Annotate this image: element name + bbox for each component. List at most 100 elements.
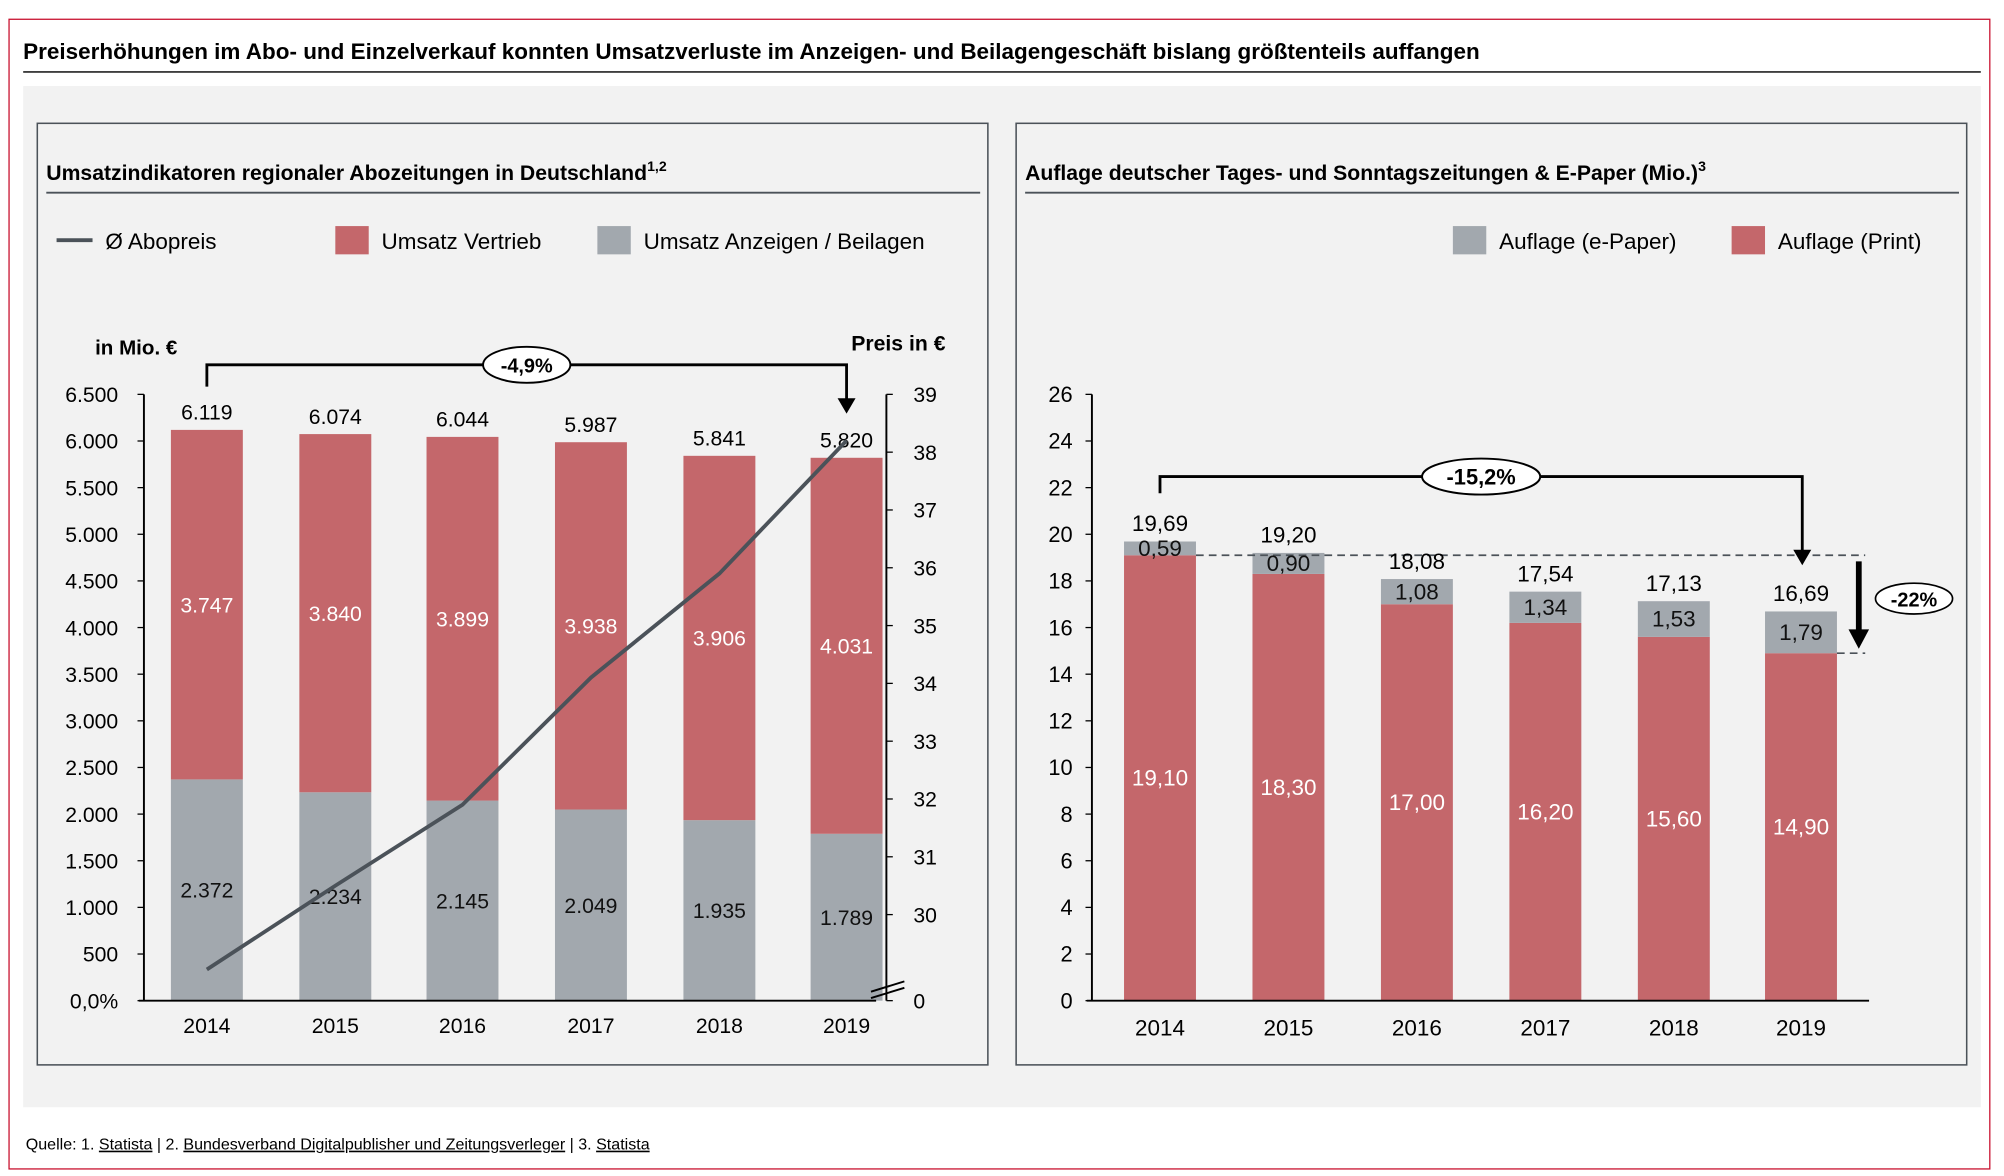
bar-epaper-2015 [1252,552,1325,574]
bar-print-2016 [1380,604,1453,1001]
bar-label-print: 17,00 [1389,790,1445,815]
bar-anzeigen-2019 [810,833,883,1001]
bar-total-label: 17,13 [1646,571,1702,596]
left-y-tick-label: 2.000 [65,804,118,827]
bar-vertrieb-2018 [683,455,756,821]
y-tick-label: 22 [1048,475,1072,500]
left-y-tick-label: 1.000 [65,897,118,920]
left-y-tick-label: 2.500 [65,757,118,780]
bar-label-anzeigen: 1.935 [693,900,746,923]
y-tick-label: 6 [1061,848,1073,873]
right-chart-marks: 02468101214161820222426201419,100,5919,6… [1048,382,1954,1040]
bar-label-vertrieb: 4.031 [820,635,873,658]
right-y-tick-label: 0 [913,990,925,1013]
x-tick-label: 2014 [1135,1015,1185,1040]
y-tick-label: 4 [1061,895,1073,920]
left-y-tick-label: 4.500 [65,571,118,594]
change-badge-label: -4,9% [501,356,553,378]
bar-epaper-2018 [1637,601,1710,637]
x-tick-label: 2017 [1520,1015,1570,1040]
bar-label-anzeigen: 2.372 [180,880,233,903]
right-y-tick-label: 37 [913,500,937,523]
left-y-tick-label: 1.500 [65,850,118,873]
bar-epaper-2014 [1124,541,1196,556]
bar-label-vertrieb: 3.899 [436,608,489,631]
right-chart-title: Auflage deutscher Tages- und Sonntagszei… [1025,158,1706,185]
x-tick-label: 2019 [823,1015,870,1038]
right-y-tick-label: 34 [913,673,937,696]
bar-label-anzeigen: 2.145 [436,890,489,913]
right-y-tick-label: 30 [913,904,937,927]
left-y-tick-label: 3.500 [65,664,118,687]
right-y-tick-label: 32 [913,789,937,812]
main-title: Preiserhöhungen im Abo- und Einzelverkau… [23,39,1480,64]
abopreis-line [205,439,848,972]
left-y-tick-label: 0,0% [70,990,118,1013]
left-y-tick-label: 5.000 [65,524,118,547]
x-tick-label: 2018 [696,1015,743,1038]
right-y-tick-label: 36 [913,557,937,580]
bar-anzeigen-2017 [554,809,627,1001]
y-tick-label: 26 [1048,382,1072,407]
bar-label-epaper: 1,53 [1652,607,1696,632]
source-link-statista-3[interactable]: Statista [596,1136,650,1154]
bar-epaper-2016 [1380,579,1453,605]
left-chart-marks: 0,0% 500 1.000 1.500 2.000 2.500 3.000 3.500 4.0… [65,345,937,1038]
bar-vertrieb-2019 [810,457,883,834]
y-tick-label: 12 [1048,709,1072,734]
bar-total-label: 17,54 [1517,561,1573,586]
bar-anzeigen-2016 [426,800,499,1001]
source-footer: Quelle: 1. Statista | 2. Bundesverband D… [26,1136,650,1154]
left-chart-title: Umsatzindikatoren regionaler Abozeitunge… [46,158,667,185]
legend-epaper-swatch [1452,226,1487,255]
bar-print-2017 [1509,622,1582,1001]
bar-vertrieb-2017 [554,442,627,810]
bar-print-2019 [1765,653,1837,1001]
left-y-tick-label: 500 [83,944,118,967]
legend-epaper: Auflage (e-Paper) [1499,229,1676,254]
right-y-tick-label: 31 [913,846,937,869]
bar-total-label: 6.044 [436,409,489,432]
bar-label-vertrieb: 3.747 [180,594,233,617]
right-y-tick-label: 39 [913,384,937,407]
bar-label-vertrieb: 3.906 [693,628,746,651]
y-tick-label: 18 [1048,569,1072,594]
bar-label-print: 19,10 [1132,766,1188,791]
bar-print-2015 [1252,573,1325,1001]
change-badge-label: -15,2% [1447,464,1516,489]
arrow-down-icon [1793,549,1812,566]
right-y-tick-label: 35 [913,615,937,638]
decline-badge [1874,582,1954,615]
bar-label-print: 14,90 [1773,815,1829,840]
change-badge [482,345,572,384]
x-tick-label: 2019 [1776,1015,1826,1040]
axis-break-mark [870,986,905,1000]
bar-label-epaper: 0,90 [1267,551,1311,576]
legend-abopreis: Ø Abopreis [105,229,216,254]
x-tick-label: 2015 [1263,1015,1313,1040]
y-tick-label: 8 [1061,802,1073,827]
bar-vertrieb-2016 [426,436,499,801]
bar-vertrieb-2015 [299,434,372,793]
bar-label-anzeigen: 2.049 [564,895,617,918]
bar-label-epaper: 0,59 [1138,536,1182,561]
left-y-tick-label: 6.000 [65,431,118,454]
bar-anzeigen-2015 [299,792,372,1001]
right-y-tick-label: 38 [913,442,937,465]
legend-vertrieb: Umsatz Vertrieb [382,229,542,254]
y-tick-label: 24 [1048,429,1072,454]
bar-print-2018 [1637,636,1710,1001]
legend-gray-swatch [597,226,631,255]
legend-print: Auflage (Print) [1778,229,1922,254]
bar-total-label: 19,69 [1132,511,1188,536]
left-y-axis-label: in Mio. € [95,337,178,360]
bar-label-vertrieb: 3.840 [309,603,362,626]
bar-total-label: 6.119 [181,402,232,425]
bar-label-print: 18,30 [1260,775,1316,800]
decline-badge-label: -22% [1891,589,1938,611]
source-link-bdzv[interactable]: Bundesverband Digitalpublisher und Zeitu… [183,1136,565,1154]
x-tick-label: 2018 [1649,1015,1699,1040]
source-link-statista-1[interactable]: Statista [99,1136,153,1154]
bar-label-print: 16,20 [1517,799,1573,824]
bar-anzeigen-2018 [683,820,756,1001]
